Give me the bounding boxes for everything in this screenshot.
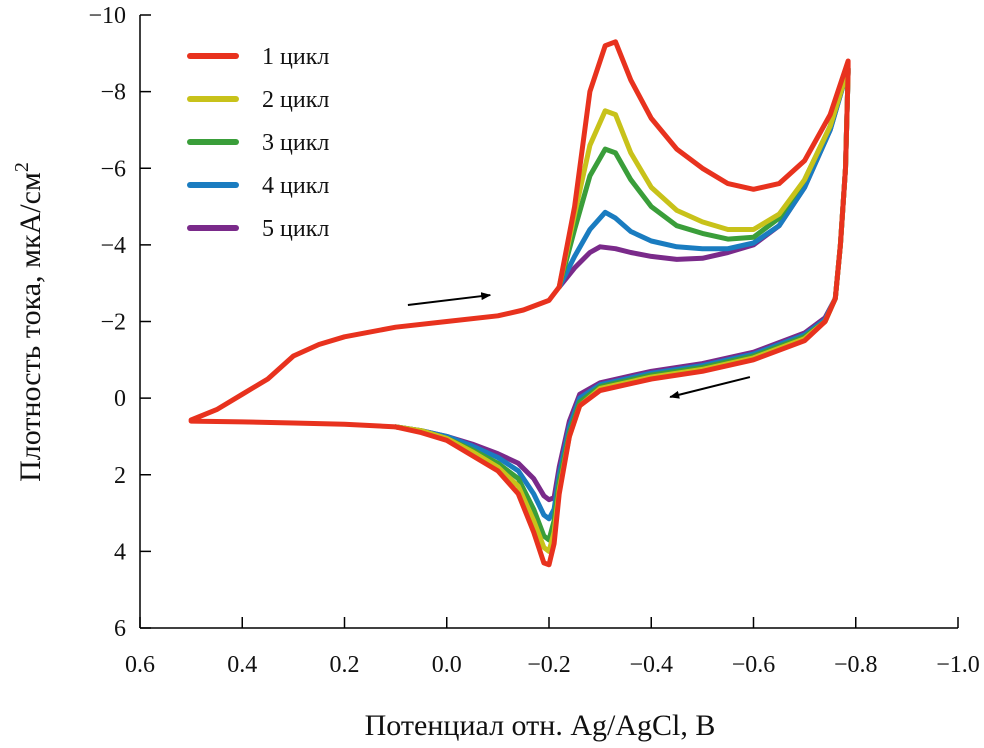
x-tick-label: 0.4 bbox=[227, 652, 257, 678]
x-tick-label: −0.6 bbox=[732, 652, 776, 678]
legend: 1 цикл 2 цикл 3 цикл 4 цикл 5 цикл bbox=[187, 44, 329, 242]
x-tick-label: −1.0 bbox=[936, 652, 980, 678]
y-tick-label: −10 bbox=[88, 3, 126, 29]
y-tick-label: 6 bbox=[114, 616, 126, 642]
legend-label: 5 цикл bbox=[262, 216, 329, 242]
y-tick-label: −4 bbox=[100, 233, 126, 259]
y-axis-title-sup: 2 bbox=[11, 162, 33, 172]
legend-label: 2 цикл bbox=[262, 87, 329, 113]
x-tick-label: 0.6 bbox=[125, 652, 155, 678]
x-tick-label: −0.4 bbox=[629, 652, 673, 678]
axes: −10 −8 −6 −4 −2 0 2 4 6 0.6 0.4 0.2 0.0 −0.2 −0.4 −0.6 −… bbox=[88, 3, 979, 678]
x-axis-title: Потенциал отн. Ag/AgCl, В bbox=[365, 709, 716, 742]
series-line-3-цикл bbox=[393, 66, 851, 543]
direction-arrow bbox=[669, 376, 751, 399]
legend-label: 1 цикл bbox=[262, 44, 329, 70]
y-tick-label: 2 bbox=[114, 463, 126, 489]
annotations bbox=[407, 292, 751, 399]
legend-label: 3 цикл bbox=[262, 130, 329, 156]
y-tick-label: −2 bbox=[100, 310, 126, 336]
y-tick-label: 4 bbox=[114, 539, 126, 565]
series-line-2-цикл bbox=[393, 66, 851, 554]
x-tick-label: 0.2 bbox=[330, 652, 360, 678]
x-tick-label: 0.0 bbox=[432, 652, 462, 678]
series-group bbox=[188, 39, 851, 568]
y-tick-label: 0 bbox=[114, 386, 126, 412]
y-axis-title: Плотность тока, мкА/см2 bbox=[11, 162, 47, 482]
series-line-1-цикл bbox=[188, 39, 851, 568]
x-tick-label: −0.8 bbox=[834, 652, 878, 678]
legend-label: 4 цикл bbox=[262, 173, 329, 199]
direction-arrow bbox=[407, 292, 492, 307]
y-tick-label: −6 bbox=[100, 156, 126, 182]
y-tick-label: −8 bbox=[100, 80, 126, 106]
y-axis-title-main: Плотность тока, мкА/см bbox=[14, 172, 47, 482]
x-tick-label: −0.2 bbox=[527, 652, 571, 678]
